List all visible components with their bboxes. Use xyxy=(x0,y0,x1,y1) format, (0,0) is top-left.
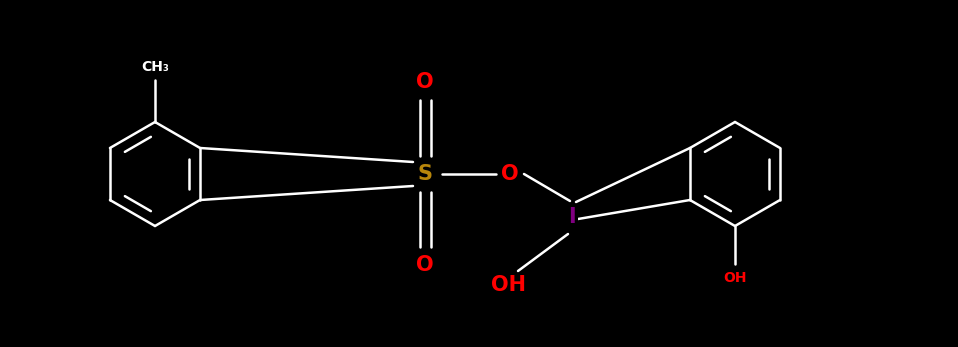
Text: OH: OH xyxy=(723,271,746,285)
Text: O: O xyxy=(416,255,434,275)
Text: O: O xyxy=(501,164,519,184)
Text: O: O xyxy=(416,72,434,92)
Text: I: I xyxy=(568,207,576,227)
Text: CH₃: CH₃ xyxy=(141,60,169,74)
Text: OH: OH xyxy=(490,275,526,295)
Text: S: S xyxy=(418,164,432,184)
